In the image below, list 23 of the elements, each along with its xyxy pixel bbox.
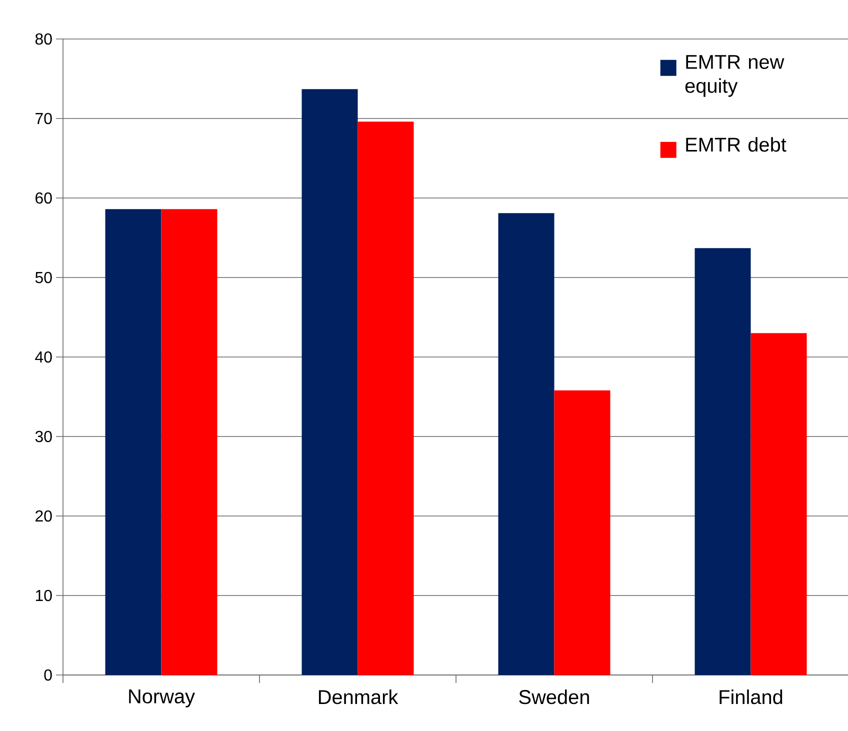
x-tick-label: Denmark — [318, 690, 398, 704]
y-tick-label: 30 — [35, 430, 52, 442]
x-tick-label: Sweden — [519, 690, 589, 704]
bar — [750, 333, 807, 675]
bar — [358, 122, 414, 675]
y-tick-label: 70 — [36, 112, 52, 124]
legend-label: EMTR debt — [686, 137, 786, 152]
bar — [694, 248, 751, 675]
y-tick-label: 80 — [35, 33, 52, 45]
y-tick-label: 20 — [36, 510, 52, 522]
y-tick-label: 50 — [35, 272, 52, 284]
y-tick-label: 40 — [35, 351, 52, 363]
bar — [554, 390, 610, 675]
bar — [105, 209, 162, 675]
y-tick-label: 10 — [36, 590, 52, 602]
y-tick-label: 0 — [44, 669, 52, 681]
bar — [161, 209, 218, 675]
bar — [302, 89, 358, 675]
y-tick-label: 60 — [36, 192, 52, 204]
bar — [498, 213, 554, 675]
x-tick-label: Norway — [129, 690, 195, 708]
x-tick-label: Finland — [720, 690, 782, 704]
legend-label: EMTR new equity — [685, 55, 784, 97]
